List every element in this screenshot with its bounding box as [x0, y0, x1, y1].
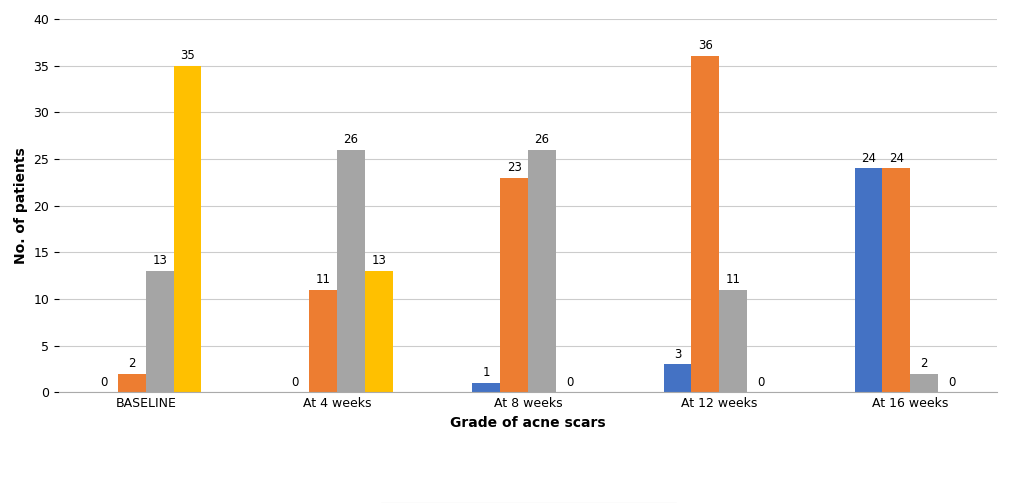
Y-axis label: No. of patients: No. of patients: [14, 147, 28, 264]
Text: 11: 11: [315, 273, 331, 286]
Text: 24: 24: [889, 151, 904, 164]
Text: 13: 13: [153, 254, 167, 267]
Bar: [365, 271, 392, 392]
Bar: [854, 169, 883, 392]
Bar: [337, 149, 365, 392]
Text: 3: 3: [673, 348, 681, 361]
Text: 0: 0: [948, 376, 955, 389]
Text: 26: 26: [344, 133, 358, 146]
Text: 26: 26: [535, 133, 549, 146]
Bar: [146, 271, 174, 392]
Bar: [719, 290, 747, 392]
Bar: [692, 56, 719, 392]
Text: 2: 2: [920, 357, 928, 370]
Text: 23: 23: [507, 161, 522, 174]
Text: 24: 24: [861, 151, 877, 164]
Bar: [118, 374, 146, 392]
Text: 36: 36: [698, 40, 713, 52]
Bar: [663, 364, 692, 392]
Text: 0: 0: [100, 376, 108, 389]
Text: 13: 13: [371, 254, 386, 267]
Bar: [910, 374, 938, 392]
Bar: [309, 290, 337, 392]
Text: 11: 11: [726, 273, 741, 286]
Text: 0: 0: [566, 376, 573, 389]
Bar: [472, 383, 500, 392]
Text: 2: 2: [128, 357, 135, 370]
Bar: [174, 65, 201, 392]
Text: 0: 0: [291, 376, 299, 389]
Bar: [883, 169, 910, 392]
X-axis label: Grade of acne scars: Grade of acne scars: [450, 416, 606, 430]
Bar: [528, 149, 556, 392]
Bar: [500, 178, 528, 392]
Text: 1: 1: [482, 366, 490, 379]
Text: 0: 0: [757, 376, 764, 389]
Text: 35: 35: [180, 49, 195, 62]
